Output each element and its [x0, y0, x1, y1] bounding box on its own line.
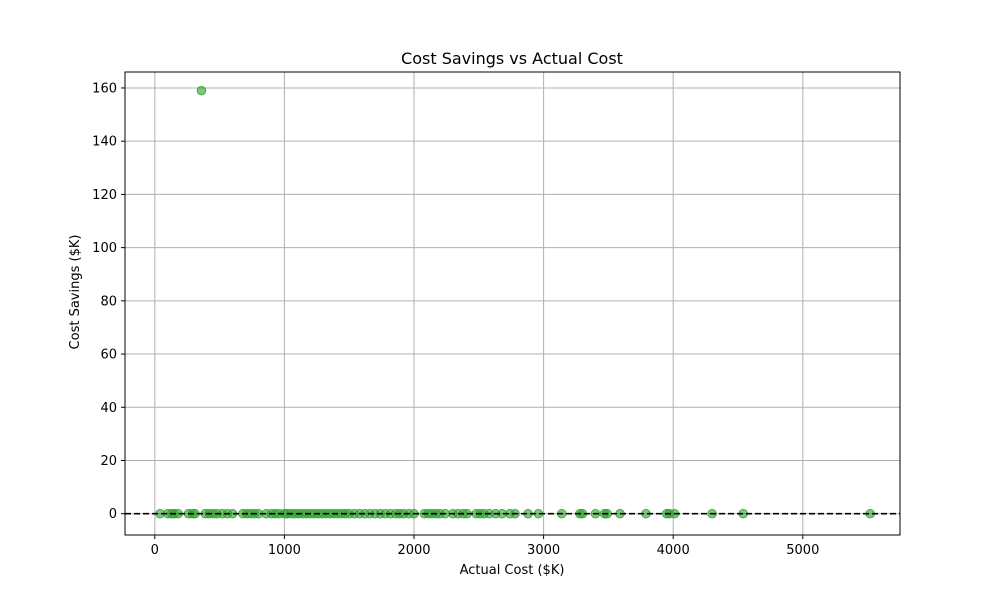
grid: [125, 72, 900, 535]
x-tick-label: 5000: [786, 543, 819, 558]
y-axis-ticks: 0 20 40 60 80 100 120 140 160: [92, 81, 125, 522]
plot-frame: [124, 71, 901, 536]
x-axis-label: Actual Cost ($K): [460, 563, 565, 578]
x-tick-label: 3000: [527, 543, 560, 558]
y-tick-label: 20: [100, 454, 117, 469]
y-tick-label: 0: [109, 507, 117, 522]
chart-title: Cost Savings vs Actual Cost: [401, 49, 623, 68]
data-point: [196, 85, 207, 96]
y-tick-label: 140: [92, 135, 117, 150]
y-axis-label: Cost Savings ($K): [68, 235, 83, 350]
y-tick-label: 40: [100, 401, 117, 416]
x-axis-ticks: 0 1000 2000 3000 4000 5000: [151, 535, 819, 558]
y-tick-label: 100: [92, 241, 117, 256]
x-tick-label: 1000: [268, 543, 301, 558]
y-tick-label: 60: [100, 348, 117, 363]
x-tick-label: 0: [151, 543, 159, 558]
x-tick-label: 2000: [397, 543, 430, 558]
y-tick-label: 160: [92, 81, 117, 96]
x-tick-label: 4000: [657, 543, 690, 558]
y-tick-label: 120: [92, 188, 117, 203]
y-tick-label: 80: [100, 294, 117, 309]
